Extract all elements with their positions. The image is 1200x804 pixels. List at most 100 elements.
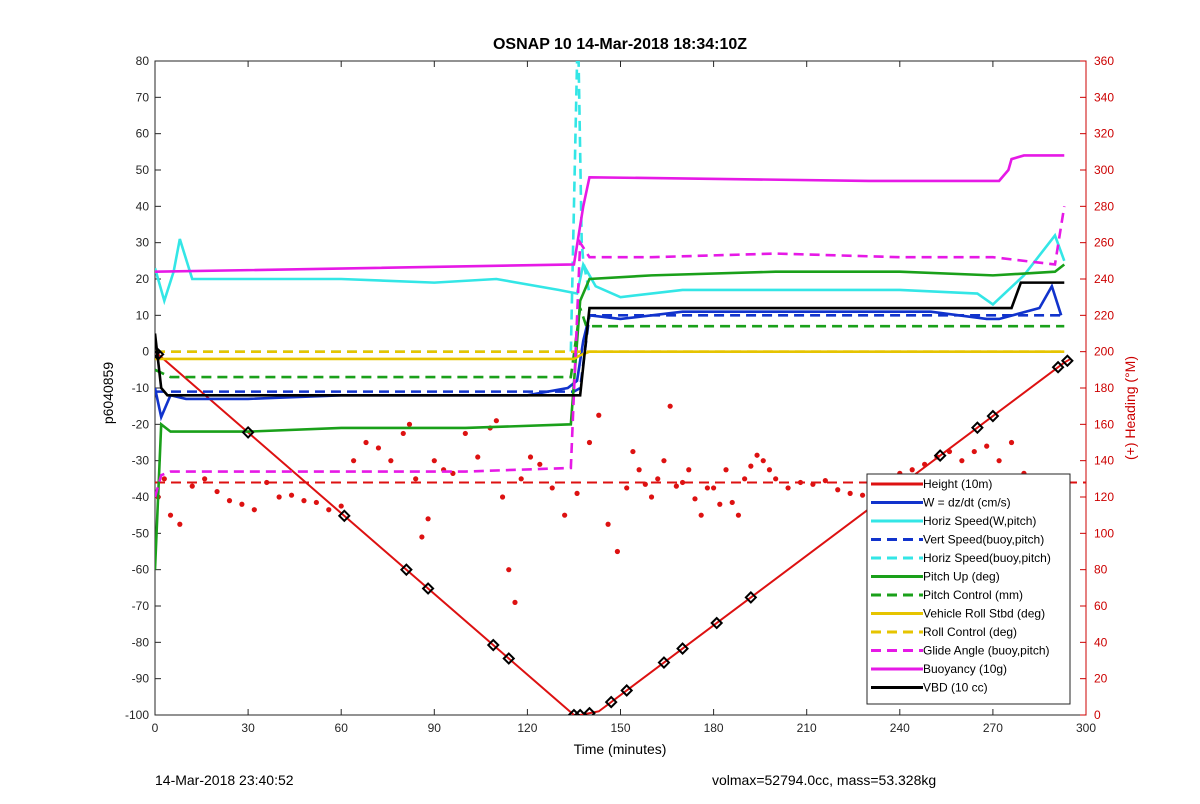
height-marker — [155, 347, 165, 361]
heading-point — [909, 467, 915, 473]
heading-point — [624, 485, 630, 491]
y-tick-label-right: 300 — [1094, 163, 1114, 177]
heading-point — [673, 483, 679, 489]
y-tick-label-left: -90 — [132, 672, 150, 686]
heading-point — [735, 512, 742, 518]
heading-point — [506, 567, 512, 573]
legend-entry-label: Height (10m) — [923, 477, 992, 491]
heading-point — [773, 476, 779, 482]
heading-point — [711, 485, 717, 491]
height-marker — [583, 706, 596, 715]
heading-point — [822, 478, 828, 484]
y-tick-label-left: -60 — [132, 563, 150, 577]
heading-point — [742, 476, 748, 482]
heading-point — [202, 476, 208, 482]
heading-point — [785, 485, 791, 491]
y-tick-label-left: -80 — [132, 635, 150, 649]
legend-entry-label: Buoyancy (10g) — [923, 662, 1007, 676]
y-tick-label-right: 200 — [1094, 345, 1114, 359]
heading-point — [400, 430, 406, 437]
heading-point — [648, 494, 655, 500]
heading-point — [338, 503, 344, 509]
y-tick-label-left: -40 — [132, 490, 150, 504]
footer-timestamp: 14-Mar-2018 23:40:52 — [155, 772, 294, 788]
x-tick-label: 180 — [704, 721, 724, 735]
heading-point — [959, 458, 965, 464]
heading-point — [754, 452, 760, 458]
height-marker — [657, 656, 671, 669]
x-tick-label: 30 — [241, 721, 255, 735]
series-line-10 — [155, 154, 1065, 274]
footer-mass-info: volmax=52794.0cc, mass=53.328kg — [712, 772, 937, 788]
series-line-0 — [155, 350, 1071, 715]
height-marker — [620, 684, 634, 697]
heading-point — [574, 490, 580, 496]
heading-point — [388, 458, 394, 464]
y-tick-label-right: 360 — [1094, 54, 1114, 68]
heading-point — [810, 481, 816, 487]
series-line-3 — [155, 314, 1065, 393]
heading-point — [605, 521, 611, 527]
chart-title: OSNAP 10 14-Mar-2018 18:34:10Z — [492, 36, 748, 53]
y-tick-label-left: 10 — [136, 308, 150, 322]
y-tick-label-right: 240 — [1094, 272, 1114, 286]
x-tick-label: 120 — [517, 721, 537, 735]
y-tick-label-left: -70 — [132, 599, 150, 613]
height-marker — [604, 695, 618, 709]
legend-entry-label: Roll Control (deg) — [923, 625, 1017, 639]
heading-point — [835, 487, 841, 493]
height-marker — [1051, 360, 1065, 374]
heading-point — [264, 479, 270, 486]
y-tick-label-right: 160 — [1094, 417, 1114, 431]
x-tick-label: 300 — [1076, 721, 1096, 735]
heading-point — [413, 476, 419, 482]
height-marker — [567, 708, 581, 715]
heading-point — [226, 498, 233, 504]
heading-point — [661, 458, 667, 464]
heading-point — [276, 494, 282, 500]
legend-entry-label: Vert Speed(buoy,pitch) — [923, 533, 1044, 547]
heading-point — [177, 521, 183, 527]
heading-point — [214, 488, 220, 495]
height-marker — [241, 425, 255, 439]
heading-point — [518, 476, 524, 482]
y-tick-label-left: -30 — [132, 454, 150, 468]
legend-entry-label: Pitch Up (deg) — [923, 570, 1000, 584]
series-line-6 — [155, 307, 1065, 379]
height-marker — [421, 582, 435, 595]
y-tick-label-left: 80 — [136, 54, 150, 68]
heading-point — [537, 461, 543, 467]
y-tick-label-left: 40 — [136, 199, 150, 213]
y-tick-label-right: 340 — [1094, 90, 1114, 104]
heading-point — [326, 507, 332, 513]
heading-point — [984, 443, 990, 449]
heading-point — [288, 492, 295, 498]
heading-point — [636, 467, 642, 473]
series-line-2 — [155, 232, 1066, 307]
heading-point — [301, 498, 307, 504]
heading-point — [686, 467, 692, 473]
heading-point — [512, 599, 518, 605]
x-tick-label: 90 — [428, 721, 442, 735]
heading-point — [971, 448, 977, 455]
legend-entry-label: Glide Angle (buoy,pitch) — [923, 644, 1050, 658]
x-tick-label: 270 — [983, 721, 1003, 735]
heading-point — [859, 492, 866, 498]
heading-point — [692, 496, 698, 502]
x-tick-label: 210 — [797, 721, 817, 735]
x-tick-label: 60 — [335, 721, 349, 735]
series-line-11 — [155, 281, 1065, 397]
heading-point — [704, 485, 710, 491]
height-marker — [710, 616, 724, 630]
height-marker — [502, 652, 516, 665]
y-tick-label-right: 320 — [1094, 127, 1114, 141]
heading-point — [596, 412, 602, 418]
heading-point — [161, 476, 167, 482]
y-tick-label-left: 30 — [136, 236, 150, 250]
heading-point — [406, 421, 413, 427]
legend-entry-label: W = dz/dt (cm/s) — [923, 496, 1011, 510]
y-tick-label-left: -50 — [132, 526, 150, 540]
y-tick-label-left: -20 — [132, 417, 150, 431]
heading-point — [655, 476, 661, 482]
heading-point — [363, 439, 369, 446]
